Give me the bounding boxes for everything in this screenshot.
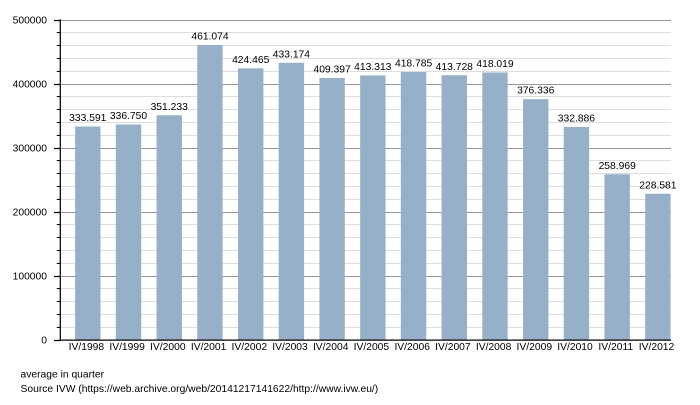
svg-text:418.019: 418.019 <box>476 59 513 70</box>
svg-text:376.336: 376.336 <box>517 86 554 97</box>
svg-text:500000: 500000 <box>13 16 48 27</box>
svg-text:IV/2004: IV/2004 <box>313 342 349 353</box>
svg-text:IV/2003: IV/2003 <box>272 342 308 353</box>
svg-text:IV/1998: IV/1998 <box>69 342 105 353</box>
svg-text:100000: 100000 <box>13 272 48 283</box>
svg-text:IV/2002: IV/2002 <box>232 342 268 353</box>
svg-text:IV/2008: IV/2008 <box>476 342 512 353</box>
svg-text:332.886: 332.886 <box>558 114 595 125</box>
svg-text:351.233: 351.233 <box>151 102 188 113</box>
svg-text:413.728: 413.728 <box>436 62 473 73</box>
svg-text:333.591: 333.591 <box>69 113 106 124</box>
svg-text:average in quarter: average in quarter <box>21 370 105 381</box>
svg-text:IV/1999: IV/1999 <box>109 342 145 353</box>
svg-text:IV/2010: IV/2010 <box>557 342 593 353</box>
svg-text:336.750: 336.750 <box>110 111 147 122</box>
svg-text:IV/2012: IV/2012 <box>639 342 675 353</box>
svg-text:228.581: 228.581 <box>639 180 676 191</box>
svg-text:300000: 300000 <box>13 144 48 155</box>
svg-text:IV/2009: IV/2009 <box>517 342 553 353</box>
svg-text:433.174: 433.174 <box>273 49 310 60</box>
svg-text:0: 0 <box>41 336 47 347</box>
svg-text:IV/2001: IV/2001 <box>191 342 227 353</box>
svg-text:258.969: 258.969 <box>599 161 636 172</box>
svg-text:IV/2006: IV/2006 <box>394 342 430 353</box>
svg-text:IV/2011: IV/2011 <box>598 342 633 353</box>
svg-text:IV/2007: IV/2007 <box>435 342 471 353</box>
svg-text:200000: 200000 <box>13 208 48 219</box>
svg-text:IV/2000: IV/2000 <box>150 342 186 353</box>
svg-text:424.465: 424.465 <box>232 55 269 66</box>
svg-text:418.785: 418.785 <box>395 59 432 70</box>
svg-text:461.074: 461.074 <box>191 32 228 43</box>
svg-text:409.397: 409.397 <box>313 65 350 76</box>
svg-text:Source IVW (https://web.archiv: Source IVW (https://web.archive.org/web/… <box>21 384 379 395</box>
svg-text:413.313: 413.313 <box>354 62 391 73</box>
svg-text:IV/2005: IV/2005 <box>354 342 390 353</box>
svg-text:400000: 400000 <box>13 80 48 91</box>
